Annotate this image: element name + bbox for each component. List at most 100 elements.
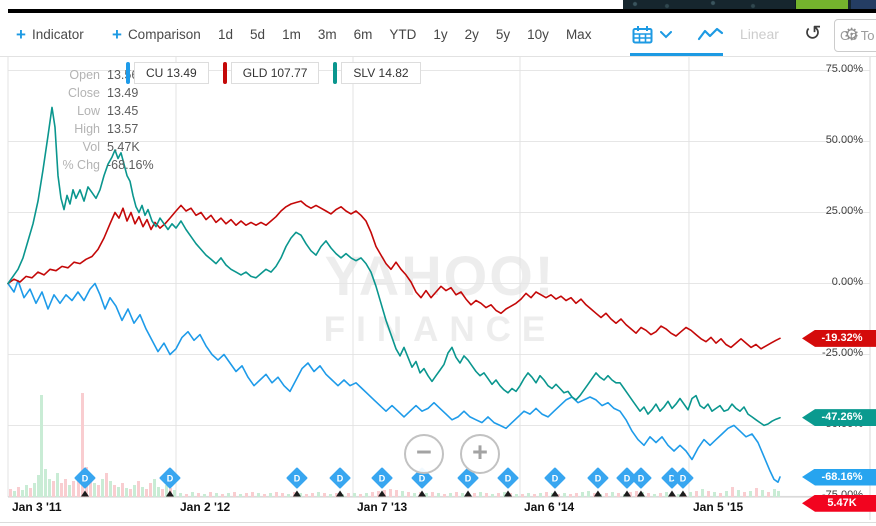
volume-bar <box>707 491 710 497</box>
x-date-label: Jan 7 '13 <box>357 500 408 514</box>
add-indicator-button[interactable]: + Indicator <box>16 13 84 55</box>
volume-bar <box>317 492 320 497</box>
volume-bar <box>773 489 776 497</box>
volume-bar <box>221 494 224 497</box>
last-value-badge: -47.26% <box>802 409 876 427</box>
zoom-out-button[interactable]: − <box>404 434 444 474</box>
ohlc-value: 13.45 <box>107 104 139 118</box>
volume-bar <box>233 492 236 497</box>
ohlc-row: % Chg -68.16% <box>28 156 153 174</box>
volume-bar <box>425 493 428 497</box>
volume-bar <box>101 479 104 497</box>
range-button-10y[interactable]: 10y <box>527 26 549 42</box>
dividend-axis-triangle <box>678 490 687 497</box>
volume-bar <box>401 491 404 497</box>
volume-bar <box>40 395 43 497</box>
range-button-1m[interactable]: 1m <box>282 26 301 42</box>
dividend-marker-icon[interactable] <box>371 467 393 489</box>
volume-bar <box>9 489 12 497</box>
x-date-label: Jan 6 '14 <box>523 500 575 514</box>
dividend-marker-letter: D <box>680 474 687 484</box>
range-button-1d[interactable]: 1d <box>218 26 234 42</box>
volume-bar <box>737 490 740 497</box>
legend-color-bar <box>126 62 130 84</box>
volume-bar <box>647 493 650 497</box>
range-button-3m[interactable]: 3m <box>317 26 337 42</box>
volume-bar <box>269 493 272 497</box>
ohlc-label: Close <box>68 86 100 100</box>
volume-bar <box>299 493 302 497</box>
dividend-marker-icon[interactable] <box>497 467 519 489</box>
goto-settings-button[interactable]: Go To S ⚙ <box>834 19 876 52</box>
dividend-marker-letter: D <box>669 474 676 484</box>
range-button-ytd[interactable]: YTD <box>389 26 417 42</box>
calendar-icon[interactable] <box>632 25 653 44</box>
video-thumbnail-strip <box>623 0 876 9</box>
series-line-slv <box>7 106 781 427</box>
legend-chip-slv[interactable]: SLV 14.82 <box>333 62 421 84</box>
ohlc-label: High <box>74 122 100 136</box>
goto-label: Go To S <box>840 28 876 43</box>
range-button-1y[interactable]: 1y <box>433 26 448 42</box>
dividend-marker-icon[interactable] <box>329 467 351 489</box>
volume-bar <box>677 494 680 497</box>
volume-bar <box>629 492 632 497</box>
legend-chip-cu[interactable]: CU 13.49 <box>126 62 209 84</box>
dividend-marker-icon[interactable] <box>587 467 609 489</box>
range-button-2y[interactable]: 2y <box>464 26 479 42</box>
range-button-6m[interactable]: 6m <box>353 26 373 42</box>
volume-bar <box>515 494 518 497</box>
volume-bar <box>713 492 716 497</box>
add-comparison-button[interactable]: + Comparison <box>112 13 201 55</box>
dividend-marker-icon[interactable] <box>74 467 96 489</box>
active-tab-underline <box>630 53 723 56</box>
volume-bar <box>133 485 136 497</box>
ohlc-row: Open 13.56 <box>28 66 154 84</box>
range-button-max[interactable]: Max <box>565 26 592 42</box>
legend-chip-label: GLD 107.77 <box>230 62 320 84</box>
dividend-marker-letter: D <box>638 474 645 484</box>
volume-bar <box>25 485 28 497</box>
volume-bar <box>563 493 566 497</box>
range-button-5y[interactable]: 5y <box>495 26 511 42</box>
volume-bar <box>323 493 326 497</box>
volume-bar <box>431 492 434 497</box>
volume-bar <box>479 492 482 497</box>
dividend-marker-icon[interactable] <box>159 467 181 489</box>
chevron-down-icon[interactable] <box>660 31 672 39</box>
dividend-marker-icon[interactable] <box>286 467 308 489</box>
scale-selector[interactable]: Linear <box>740 26 779 42</box>
dividend-marker-icon[interactable] <box>544 467 566 489</box>
volume-bar <box>137 481 140 497</box>
dividend-marker-icon[interactable] <box>457 467 479 489</box>
legend-chip-gld[interactable]: GLD 107.77 <box>222 62 320 84</box>
volume-bar <box>129 489 132 497</box>
volume-bar <box>581 492 584 497</box>
range-button-5d[interactable]: 5d <box>250 26 266 42</box>
dividend-axis-triangle <box>418 490 427 497</box>
volume-bar <box>527 493 530 497</box>
watermark-line1: YAHOO! <box>324 244 556 307</box>
volume-bar <box>113 485 116 497</box>
dividend-marker-icon[interactable] <box>411 467 433 489</box>
volume-bar <box>21 490 24 497</box>
ohlc-label: Vol <box>82 140 100 154</box>
dividend-marker-icon[interactable] <box>630 467 652 489</box>
volume-bar <box>767 492 770 497</box>
line-chart-icon[interactable] <box>697 27 725 43</box>
refresh-icon[interactable]: ↺ <box>804 22 822 45</box>
volume-bar <box>437 493 440 497</box>
volume-bar <box>329 494 332 497</box>
volume-bar <box>203 494 206 497</box>
zoom-in-button[interactable]: + <box>460 434 500 474</box>
volume-bar <box>305 494 308 497</box>
legend-chip-label: CU 13.49 <box>134 62 209 84</box>
volume-bar <box>443 494 446 497</box>
video-green-button[interactable] <box>795 0 848 9</box>
volume-bar <box>761 490 764 497</box>
volume-bar <box>33 483 36 497</box>
volume-bar <box>593 493 596 497</box>
dividend-marker-icon[interactable] <box>672 467 694 489</box>
volume-bar <box>347 493 350 497</box>
